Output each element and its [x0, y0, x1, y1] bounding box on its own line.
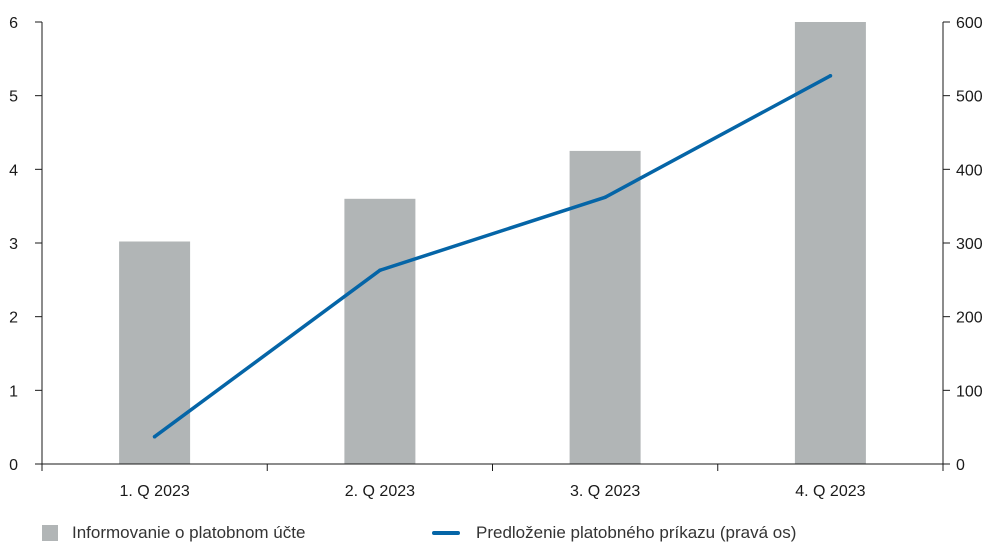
left-tick-label-6: 6 — [9, 15, 18, 32]
x-tick-label-3: 3. Q 2023 — [570, 483, 640, 500]
bar-1 — [119, 241, 191, 464]
legend-item-line: Predloženie platobného príkazu (pravá os… — [432, 523, 796, 543]
x-tick-label-4: 4. Q 2023 — [795, 483, 865, 500]
right-tick-label-1: 100 — [956, 383, 983, 400]
right-tick-label-4: 400 — [956, 162, 983, 179]
line-point-1 — [152, 434, 157, 439]
right-tick-label-0: 0 — [956, 457, 965, 474]
legend-label-bars: Informovanie o platobnom účte — [72, 523, 306, 542]
bar-2 — [344, 198, 416, 465]
line-point-3 — [603, 195, 607, 200]
line-point-2 — [378, 268, 382, 273]
x-tick-label-2: 2. Q 2023 — [345, 483, 415, 500]
left-tick-label-0: 0 — [9, 457, 18, 474]
bar-3 — [569, 150, 641, 464]
legend-item-bars: Informovanie o platobnom účte — [42, 523, 305, 543]
left-tick-label-2: 2 — [9, 310, 18, 327]
legend-label-line: Predloženie platobného príkazu (pravá os… — [476, 523, 797, 542]
line-series — [152, 74, 833, 439]
left-tick-label-1: 1 — [9, 383, 18, 400]
left-tick-label-5: 5 — [9, 89, 18, 106]
bar-4 — [794, 22, 866, 464]
right-tick-label-3: 300 — [956, 236, 983, 253]
chart-plot: 0 1 2 3 4 5 6 0 100 200 300 400 500 600 1. Q 2023 2. Q … — [9, 15, 983, 500]
legend: Informovanie o platobnom účte Predloženi… — [0, 523, 998, 549]
legend-swatch-bars — [42, 525, 58, 541]
left-tick-label-4: 4 — [9, 162, 18, 179]
left-tick-label-3: 3 — [9, 236, 18, 253]
right-tick-label-2: 200 — [956, 310, 983, 327]
right-tick-label-5: 500 — [956, 89, 983, 106]
x-tick-label-1: 1. Q 2023 — [119, 483, 189, 500]
line-point-4 — [828, 74, 833, 78]
right-tick-label-6: 600 — [956, 15, 983, 32]
legend-swatch-line — [432, 531, 460, 535]
